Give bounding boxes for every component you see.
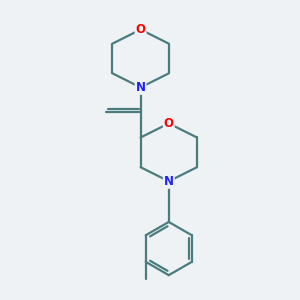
- Text: N: N: [164, 175, 174, 188]
- Text: O: O: [164, 117, 174, 130]
- Text: O: O: [136, 23, 146, 36]
- Text: N: N: [136, 81, 146, 94]
